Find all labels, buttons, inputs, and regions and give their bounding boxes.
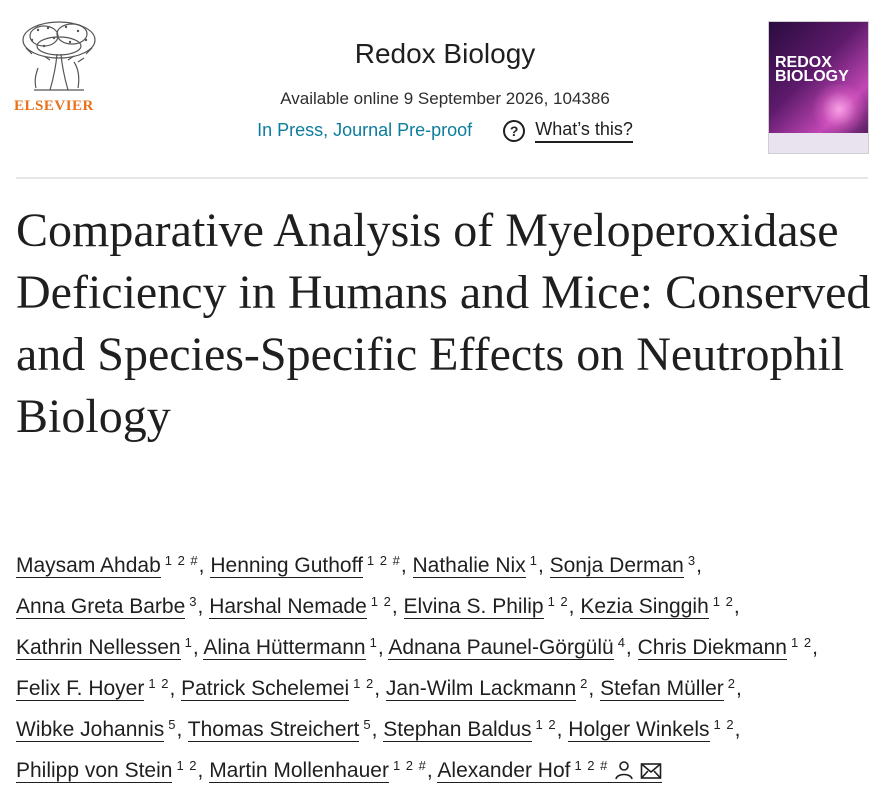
author-affiliation-markers: 4: [617, 635, 626, 650]
author: Philipp von Stein 1 2: [16, 758, 198, 783]
author: Alina Hüttermann 1: [203, 635, 378, 660]
author: Maysam Ahdab 1 2 #: [16, 553, 199, 578]
author-name[interactable]: Jan-Wilm Lackmann: [385, 677, 577, 701]
author-list: Maysam Ahdab 1 2 #, Henning Guthoff 1 2 #,…: [16, 543, 876, 792]
author-affiliation-markers: 1 2: [712, 594, 734, 609]
author-name[interactable]: Stefan Müller: [600, 677, 724, 701]
author-name[interactable]: Kathrin Nellessen: [16, 636, 181, 660]
author: Chris Diekmann 1 2: [637, 635, 813, 660]
author-affiliation-markers: 1 2: [370, 594, 392, 609]
author-name[interactable]: Harshal Nemade: [209, 595, 367, 619]
cover-title: REDOX BIOLOGY: [775, 54, 849, 85]
author-affiliation-markers: 5: [168, 717, 177, 732]
author: Henning Guthoff 1 2 #: [210, 553, 401, 578]
whats-this-link[interactable]: ? What’s this?: [503, 119, 633, 143]
author-name[interactable]: Anna Greta Barbe: [16, 595, 186, 619]
author-affiliation-markers: 3: [189, 594, 198, 609]
in-press-status: In Press, Journal Pre-proof: [257, 120, 473, 140]
author: Holger Winkels 1 2: [568, 717, 735, 742]
author-affiliation-markers: 2: [727, 676, 737, 691]
author: Harshal Nemade 1 2: [209, 594, 392, 619]
envelope-icon: [640, 756, 662, 792]
author-name[interactable]: Chris Diekmann: [637, 636, 787, 660]
author-name: Alexander Hof: [437, 759, 571, 782]
author-name[interactable]: Maysam Ahdab: [16, 554, 161, 578]
author-affiliation-markers: 1: [369, 635, 378, 650]
author-corresponding: Alexander Hof 1 2 #: [437, 758, 663, 783]
author-affiliation-markers: 1 2 #: [164, 553, 199, 568]
author: Wibke Johannis 5: [16, 717, 177, 742]
whats-this-label: What’s this?: [535, 119, 633, 143]
author-affiliation-markers: 1 2: [713, 717, 735, 732]
author-name[interactable]: Thomas Streichert: [187, 718, 360, 742]
journal-cover-image[interactable]: REDOX BIOLOGY: [768, 21, 869, 154]
author-affiliation-markers: 1 2: [148, 676, 170, 691]
author-affiliation-markers: 1 2 #: [366, 553, 401, 568]
author-affiliation-markers: 1 2: [547, 594, 569, 609]
cover-footer-band: [769, 133, 868, 153]
author-name[interactable]: Holger Winkels: [568, 718, 710, 742]
author: Thomas Streichert 5: [187, 717, 372, 742]
author-affiliation-markers: 2: [580, 676, 589, 691]
author: Anna Greta Barbe 3: [16, 594, 198, 619]
author: Stephan Baldus 1 2: [383, 717, 557, 742]
author-name[interactable]: Sonja Derman: [549, 554, 684, 578]
author-name[interactable]: Martin Mollenhauer: [209, 759, 389, 783]
author-affiliation-markers: 1 2: [176, 758, 198, 773]
author: Kathrin Nellessen 1: [16, 635, 193, 660]
author: Stefan Müller 2: [600, 676, 737, 701]
author-affiliation-markers: 1 2 #: [574, 758, 609, 773]
author-name[interactable]: Adnana Paunel-Görgülü: [388, 636, 614, 660]
author: Elvina S. Philip 1 2: [403, 594, 569, 619]
author: Jan-Wilm Lackmann 2: [385, 676, 589, 701]
author-affiliation-markers: 1: [529, 553, 538, 568]
author-affiliation-markers: 5: [363, 717, 372, 732]
author: Martin Mollenhauer 1 2 #: [209, 758, 427, 783]
journal-title[interactable]: Redox Biology: [354, 38, 536, 69]
author-name[interactable]: Henning Guthoff: [210, 554, 363, 578]
author-name[interactable]: Felix F. Hoyer: [16, 677, 145, 701]
author-affiliation-markers: 3: [687, 553, 697, 568]
cover-artwork: [809, 84, 868, 134]
publisher-wordmark: ELSEVIER: [14, 98, 94, 114]
article-status-row: In Press, Journal Pre-proof ? What’s thi…: [160, 119, 730, 143]
article-title: Comparative Analysis of Myeloperoxidase …: [16, 204, 871, 443]
author-affiliation-markers: 1 2 #: [392, 758, 427, 773]
author: Felix F. Hoyer 1 2: [16, 676, 170, 701]
author: Nathalie Nix 1: [412, 553, 538, 578]
author-name[interactable]: Wibke Johannis: [16, 718, 165, 742]
author: Adnana Paunel-Görgülü 4: [388, 635, 626, 660]
author-name[interactable]: Philipp von Stein: [16, 759, 173, 783]
author-name[interactable]: Kezia Singgih: [580, 595, 709, 619]
author: Sonja Derman 3: [549, 553, 697, 578]
corresponding-author-link[interactable]: Alexander Hof 1 2 #: [437, 758, 663, 783]
author-affiliation-markers: 1 2: [535, 717, 557, 732]
header-divider: [16, 177, 868, 179]
author: Kezia Singgih 1 2: [580, 594, 734, 619]
author-affiliation-markers: 1: [184, 635, 193, 650]
author-affiliation-markers: 1 2: [353, 676, 375, 691]
elsevier-logo[interactable]: ELSEVIER: [14, 18, 106, 115]
author-name[interactable]: Alina Hüttermann: [203, 636, 366, 660]
tree-logo-icon: [22, 21, 96, 91]
author-name[interactable]: Patrick Schelemei: [181, 677, 350, 701]
author-name[interactable]: Nathalie Nix: [412, 554, 526, 578]
author-name[interactable]: Elvina S. Philip: [403, 595, 544, 619]
question-mark-icon: ?: [503, 120, 526, 142]
availability-date: Available online 9 September 2026, 10438…: [280, 89, 610, 108]
author: Patrick Schelemei 1 2: [181, 676, 375, 701]
author-name[interactable]: Stephan Baldus: [383, 718, 532, 742]
person-icon: [614, 756, 634, 792]
author-affiliation-markers: 1 2: [790, 635, 813, 650]
